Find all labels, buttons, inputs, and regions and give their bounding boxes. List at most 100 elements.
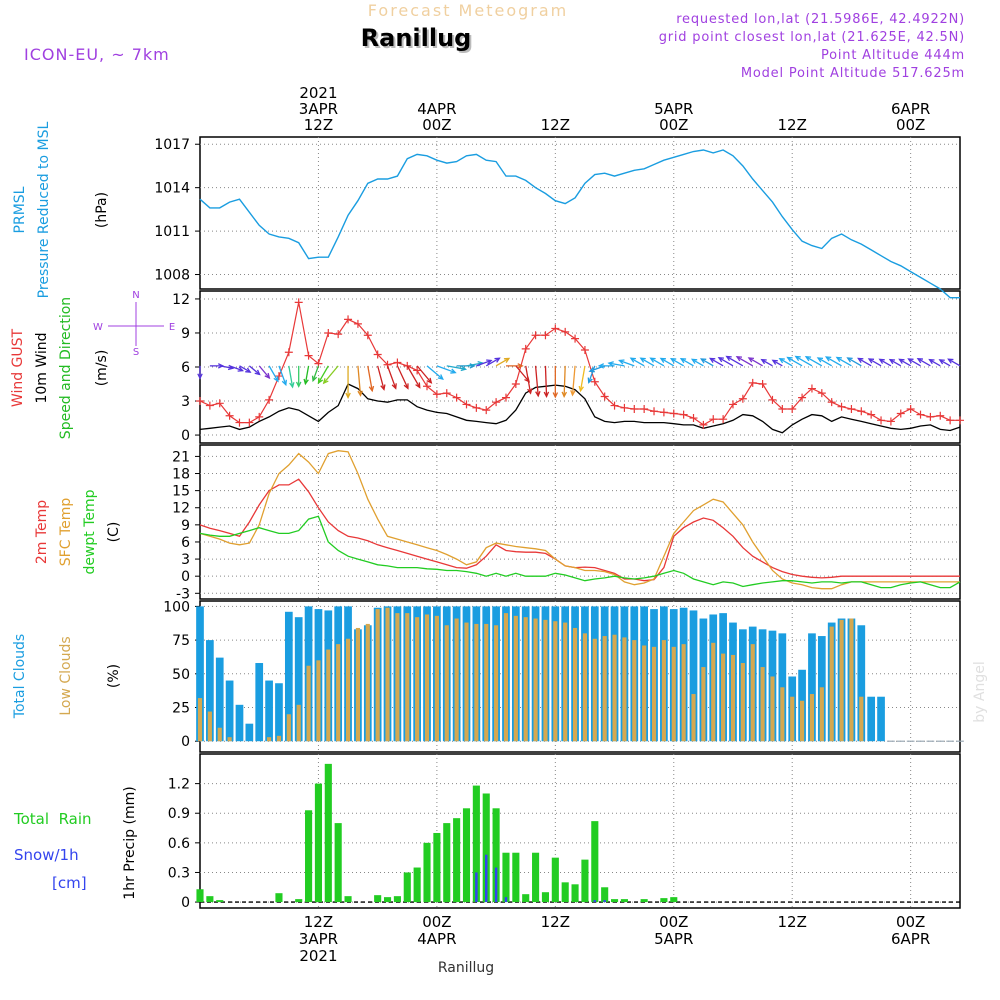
wind-direction-arrowhead [527,388,533,395]
cloud-low-bar [750,644,755,742]
wind-direction-arrowhead [735,356,743,362]
y-tick-label-wind: 12 [172,292,190,308]
precip-rain-bar [492,808,500,903]
wind-direction-arrowhead [578,385,584,393]
wind-gust-marker [571,334,580,343]
wind-speed-line [199,383,961,434]
wind-gust-marker [551,324,560,333]
compass-south: S [133,347,139,358]
precip-snow-bar [475,872,478,903]
wind-gust-marker [758,380,767,389]
wind-direction-arrow [377,365,385,390]
wind-gust-marker [610,401,619,410]
wind-gust-marker [867,410,876,419]
wind-gust-marker [669,409,678,418]
wind-direction-arrow [317,365,329,384]
time-label-top: 00Z [422,116,451,134]
wind-direction-arrow [700,358,714,367]
wind-direction-arrow [726,355,744,367]
wind-direction-arrowhead [237,366,245,372]
cloud-low-bar [494,625,499,742]
precip-rain-bar [196,889,204,903]
cloud-low-bar [336,644,341,742]
wind-gust-marker [245,418,254,427]
compass-east: E [169,322,175,333]
y-tick-label-wind: 9 [181,326,190,342]
wind-direction-arrowhead [629,357,636,363]
cloud-low-bar [780,687,785,742]
wind-direction-arrowhead [245,367,252,373]
cloud-low-bar [592,638,597,742]
wind-direction-arrow [485,357,500,367]
y-tick-label-temperature: 3 [181,552,190,568]
wind-direction-arrow [868,358,882,367]
precip-rain-bar [462,808,471,903]
wind-direction-arrow [278,365,287,385]
wind-gust-marker [699,420,708,429]
wind-gust-marker [857,407,866,416]
wind-direction-arrow [563,365,566,397]
compass-west: W [93,322,103,333]
compass-north: N [132,290,139,301]
y-tick-label-temperature: 18 [172,467,190,483]
wind-direction-arrowhead [618,359,625,365]
precip-snow-bar [485,854,488,903]
time-label-bottom: 4APR [417,930,456,948]
wind-direction-arrow [525,365,532,394]
wind-direction-arrowhead [846,357,853,363]
wind-direction-arrowhead [639,357,646,363]
wind-direction-arrowhead [494,357,501,363]
cloud-total-bar [808,633,816,742]
wind-direction-arrow [619,359,635,367]
temp-sfc-line [199,450,960,590]
wind-direction-arrowhead [357,390,363,397]
y-tick-label-temperature: 12 [172,501,190,517]
location-title: Ranillug [361,24,472,52]
time-label-top: 6APR [891,100,930,118]
wind-direction-arrowhead [415,382,421,389]
wind-gust-marker [225,411,234,420]
wind-gust-marker [541,331,550,340]
cloud-low-bar [661,640,666,742]
wind-gust-marker [482,406,491,415]
wind-direction-arrow [640,357,655,367]
wind-direction-arrowhead [597,363,605,369]
wind-label-unit: (m/s) [94,350,110,387]
time-label-bottom: 00Z [896,913,925,931]
wind-direction-arrowhead [552,392,559,399]
y-tick-label-clouds: 25 [172,701,190,717]
wind-direction-arrowhead [543,391,550,398]
model-label: ICON-EU, ~ 7km [24,45,170,64]
wind-direction-arrowhead [659,357,666,363]
time-label-bottom: 6APR [891,930,930,948]
temp-dewpt-line [199,515,961,589]
wind-direction-arrowhead [486,359,493,365]
wind-gust-marker [689,414,698,423]
time-label-bottom: 00Z [659,913,688,931]
cloud-low-bar [800,700,805,742]
wind-direction-arrowhead [426,377,433,384]
wind-direction-arrowhead [317,377,324,385]
wind-gust-marker [738,394,747,403]
precip-rain-bar [541,892,550,903]
wind-gust-marker [827,398,836,407]
wind-direction-arrowhead [311,375,318,383]
time-label-bottom: 2021 [299,947,337,965]
precip-rain-bar [532,852,540,903]
wind-direction-arrowhead [709,357,716,363]
wind-gust-marker [235,418,244,427]
cloud-low-bar [424,614,430,742]
wind-direction-arrow [304,365,310,384]
precip-rain-bar [502,852,510,903]
wind-direction-arrowhead [264,372,271,380]
wind-direction-arrow [779,358,793,367]
wind-direction-arrow [416,365,432,384]
panel-frame-temperature [199,444,961,600]
wind-direction-arrowhead [535,391,541,398]
precip-rain-bar [334,823,342,903]
wind-direction-arrow [836,356,852,367]
wind-direction-arrowhead [794,355,801,362]
wind-direction-arrow [929,359,941,367]
cloud-low-bar [691,694,696,742]
wind-gust-marker [472,403,481,412]
